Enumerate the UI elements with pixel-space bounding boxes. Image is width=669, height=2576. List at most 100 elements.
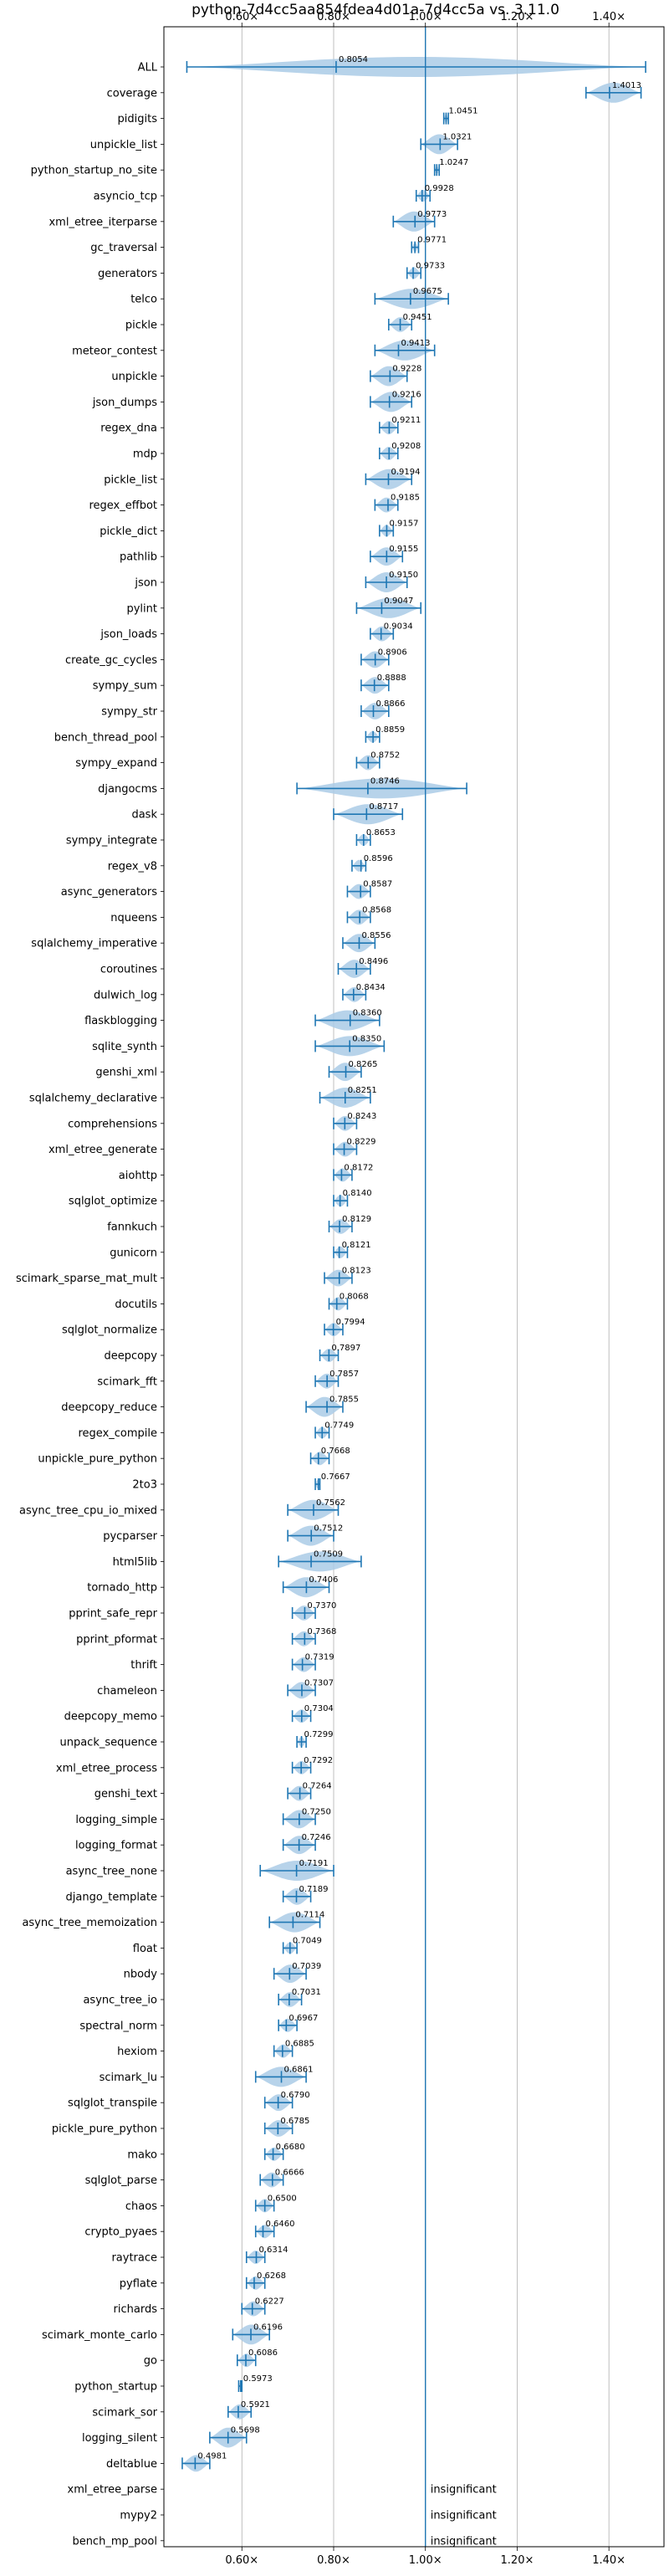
tick-label: 0.80× <box>317 11 350 23</box>
plot-frame <box>163 26 665 2548</box>
value-label: 0.9771 <box>417 236 447 245</box>
value-label: 0.5921 <box>241 2400 270 2410</box>
value-label: 0.9034 <box>384 622 413 632</box>
tick-label: 1.20× <box>501 2554 534 2567</box>
value-label: 0.8859 <box>375 725 405 735</box>
category-label: regex_compile <box>78 1427 157 1440</box>
x-ticks-bottom: 0.60× 0.80× 1.00× 1.20× 1.40× <box>225 2547 626 2567</box>
value-label: 0.7509 <box>314 1549 343 1559</box>
category-label: docutils <box>115 1298 157 1311</box>
tick-label: 1.00× <box>409 2554 442 2567</box>
category-label: pickle_dict <box>100 525 157 538</box>
value-label: 0.7855 <box>329 1396 359 1405</box>
value-label: 0.7049 <box>293 1936 322 1945</box>
category-label: sqlglot_optimize <box>69 1196 157 1208</box>
category-label: async_tree_none <box>66 1866 157 1878</box>
tick-label: 0.60× <box>225 2554 258 2567</box>
value-label: 0.9150 <box>389 571 418 580</box>
category-label: xml_etree_iterparse <box>49 216 157 228</box>
category-label: scimark_lu <box>100 2072 157 2084</box>
value-label: 0.8251 <box>348 1086 377 1095</box>
value-label: 0.9194 <box>391 468 420 477</box>
category-label: unpickle_list <box>90 139 157 151</box>
value-label: 0.8587 <box>363 880 392 889</box>
category-label: pycparser <box>103 1530 157 1543</box>
value-label: 0.7749 <box>324 1421 354 1430</box>
category-label: mypy2 <box>120 2510 157 2522</box>
category-label: create_gc_cycles <box>65 654 157 667</box>
category-label: bench_thread_pool <box>54 731 157 744</box>
category-label: richards <box>114 2303 158 2316</box>
category-label: json <box>134 577 157 590</box>
insignificant-label: insignificant <box>431 2535 497 2548</box>
category-label: fannkuch <box>107 1221 157 1234</box>
category-label: pyflate <box>120 2277 157 2290</box>
tick-label: 1.40× <box>592 2554 626 2567</box>
category-label: chameleon <box>97 1685 157 1698</box>
category-label: html5lib <box>113 1556 157 1569</box>
value-label: 0.7512 <box>314 1524 343 1534</box>
category-label: nqueens <box>110 912 157 924</box>
category-label: genshi_text <box>94 1788 157 1800</box>
value-label: 0.9733 <box>416 261 445 270</box>
value-label: 0.9413 <box>401 339 431 348</box>
tick-label: 0.80× <box>317 2554 350 2567</box>
insignificant-label: insignificant <box>431 2484 497 2497</box>
value-label: 0.6785 <box>280 2117 309 2126</box>
value-label: 0.8121 <box>342 1241 371 1250</box>
category-label: scimark_monte_carlo <box>42 2329 157 2342</box>
category-label: regex_v8 <box>108 860 157 873</box>
value-label: 0.7994 <box>336 1318 365 1327</box>
value-label: 0.7292 <box>304 1756 333 1765</box>
category-label: scimark_fft <box>97 1375 157 1388</box>
value-label: 0.8888 <box>377 673 406 683</box>
value-label: 0.7264 <box>303 1782 332 1791</box>
category-label: aiohttp <box>119 1170 157 1182</box>
category-label: raytrace <box>111 2252 157 2265</box>
category-label: go <box>144 2355 157 2368</box>
category-label: coverage <box>107 87 157 100</box>
value-label: 0.8243 <box>347 1112 376 1121</box>
value-label: 0.8123 <box>342 1267 371 1276</box>
tick-label: 1.20× <box>501 11 534 23</box>
value-label: 0.7114 <box>295 1911 324 1920</box>
value-label: 0.7667 <box>321 1472 350 1482</box>
category-label: mako <box>127 2148 157 2161</box>
category-label: hexiom <box>117 2046 157 2058</box>
category-label: sqlglot_normalize <box>62 1324 157 1337</box>
value-label: 0.8068 <box>340 1292 369 1301</box>
value-label: 0.7897 <box>331 1344 360 1353</box>
value-label: 0.9773 <box>417 210 447 219</box>
category-label: gc_traversal <box>90 242 157 254</box>
value-label: 0.8866 <box>376 699 406 709</box>
category-label: json_dumps <box>92 397 157 409</box>
category-labels: ALL coverage pidigits unpickle_list python_s… <box>16 62 164 2548</box>
value-label: 0.7304 <box>304 1704 334 1713</box>
value-label: 0.8229 <box>347 1138 376 1147</box>
value-label: 0.9675 <box>413 287 442 296</box>
value-label: 0.9047 <box>384 597 413 606</box>
value-label: 0.7668 <box>321 1447 350 1456</box>
value-label: 0.9228 <box>392 365 421 374</box>
category-label: python_startup_no_site <box>31 165 157 177</box>
category-label: pprint_pformat <box>76 1633 157 1646</box>
tick-label: 0.60× <box>225 11 258 23</box>
insignificant-label: insignificant <box>431 2510 497 2522</box>
value-label: 0.6666 <box>275 2169 304 2178</box>
category-label: sqlalchemy_imperative <box>31 938 157 950</box>
category-label: thrift <box>130 1659 157 1672</box>
tick-label: 1.00× <box>409 11 442 23</box>
category-label: mdp <box>133 448 157 461</box>
value-label: 0.9211 <box>391 416 421 425</box>
category-label: djangocms <box>98 783 157 796</box>
value-label: 0.7299 <box>304 1730 334 1739</box>
value-label: 0.9155 <box>389 545 418 554</box>
value-label: 0.7189 <box>299 1885 328 1894</box>
value-label: 0.7406 <box>309 1575 338 1585</box>
value-label: 0.5973 <box>243 2374 273 2384</box>
value-label: 0.7368 <box>307 1627 336 1636</box>
category-label: scimark_sor <box>92 2406 157 2419</box>
value-label: 0.6861 <box>284 2065 314 2074</box>
category-label: sympy_sum <box>93 680 157 693</box>
category-label: xml_etree_generate <box>49 1144 157 1156</box>
